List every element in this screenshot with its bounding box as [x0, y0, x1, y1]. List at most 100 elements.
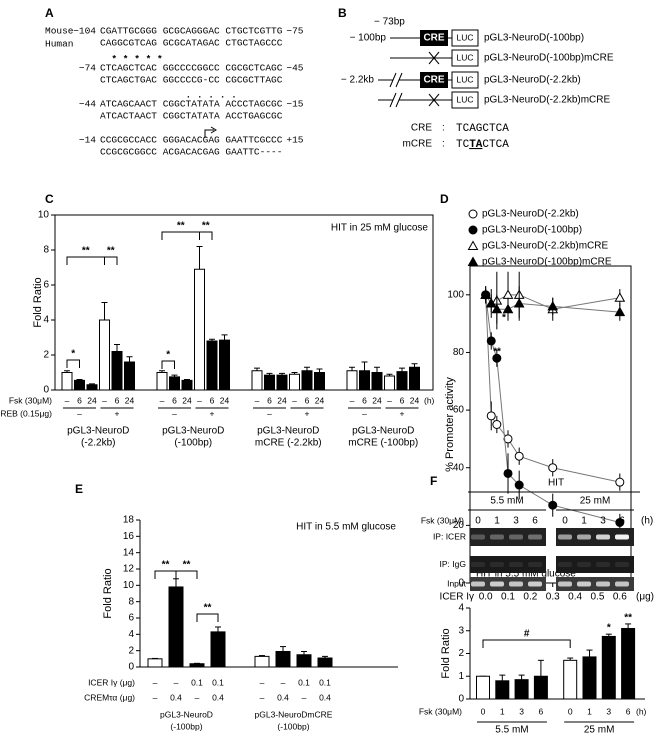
- significance-bracket: [104, 256, 118, 265]
- tss-arrowhead: [210, 126, 217, 134]
- data-point: [491, 303, 503, 314]
- luc-box: [451, 91, 479, 109]
- group-label: (-2.2kb): [81, 438, 115, 449]
- panel-label: B: [338, 6, 347, 20]
- significance-mark: *: [607, 623, 611, 634]
- row-label: Fsk (30μM): [419, 706, 462, 716]
- significance-bracket: [66, 256, 105, 265]
- bar: [189, 663, 205, 668]
- gel-title: HIT: [548, 478, 564, 489]
- condition-label: 5.5 mM: [490, 496, 523, 507]
- row-value: 24: [277, 395, 287, 405]
- bar: [264, 374, 275, 391]
- panel-label: E: [75, 482, 83, 496]
- bar: [514, 679, 529, 700]
- lane-label: 1: [494, 516, 500, 527]
- condition-label: 25 mM: [580, 496, 611, 507]
- bar: [276, 374, 288, 391]
- row-value: –: [302, 692, 307, 702]
- panel-label: A: [45, 6, 54, 20]
- x-tick-label: 0.0: [479, 592, 493, 603]
- significance-mark: *: [71, 349, 75, 360]
- gel-band: [490, 562, 504, 567]
- data-point: [513, 297, 525, 308]
- human-sequence: CCGCGCGGCC ACGACACGAG GAATTC----: [100, 147, 282, 158]
- conserved-marks: . . . . .: [186, 90, 237, 101]
- conserved-marks: * * * * *: [111, 54, 162, 65]
- mutation-x: [428, 51, 440, 65]
- gel-band: [509, 581, 523, 587]
- promoter-length: − 2.2kb: [341, 75, 375, 86]
- gel-band: [471, 562, 485, 567]
- mouse-sequence: CTCAGCTCAC GGCCCCGGCC CGCGCTCAGC: [100, 63, 283, 74]
- significance-mark: **: [183, 560, 191, 571]
- legend-marker: [467, 256, 479, 266]
- y-tick-label: 0: [128, 662, 134, 673]
- group-label: pGL3-NeuroD: [162, 426, 224, 437]
- data-point: [615, 477, 625, 487]
- legend-label: pGL3-NeuroD(-2.2kb)mCRE: [482, 241, 608, 252]
- y-axis-label: Fold Ratio: [440, 628, 452, 678]
- cre-label: CRE: [423, 33, 444, 44]
- legend-label: pGL3-NeuroD(-2.2kb): [482, 209, 579, 220]
- significance-bracket: [161, 360, 175, 369]
- significance-mark: *: [502, 313, 506, 324]
- gel-band: [558, 581, 572, 587]
- row-value: 0.4: [319, 692, 331, 702]
- row-value: 6: [267, 395, 272, 405]
- data-point: [615, 517, 625, 527]
- bar: [396, 371, 408, 391]
- panel-label: D: [440, 192, 449, 206]
- data-point: [486, 336, 496, 346]
- position-end: −15: [286, 99, 303, 110]
- panel-label: F: [430, 474, 437, 488]
- luc-label: LUC: [456, 52, 473, 62]
- data-point: [485, 297, 497, 308]
- row-value: 24: [315, 395, 325, 405]
- sequence-part: TA: [469, 139, 483, 151]
- gel-band: [596, 534, 610, 540]
- y-axis-label: Fold Ratio: [102, 568, 114, 618]
- data-point: [614, 292, 626, 302]
- gel-band: [615, 562, 629, 567]
- row-value: 6: [362, 395, 367, 405]
- y-tick-label: 16: [123, 531, 135, 542]
- plot-frame: [54, 214, 434, 391]
- row-value: –: [255, 395, 260, 405]
- break-slash: [395, 92, 403, 108]
- bar: [254, 655, 270, 668]
- legend-marker: [467, 240, 479, 250]
- bar: [74, 379, 85, 391]
- gel-row-label: Input: [447, 578, 467, 588]
- bar: [169, 376, 180, 391]
- group-label: mCRE (-2.2kb): [255, 438, 322, 449]
- row-value: 6: [77, 395, 82, 405]
- y-tick-label: 1: [458, 671, 464, 682]
- bar: [582, 656, 597, 700]
- gel-band: [471, 581, 485, 587]
- bar: [251, 370, 263, 391]
- row-value: –: [387, 395, 392, 405]
- row-value: –: [292, 395, 297, 405]
- annotation: HIT in 5.5 mM glucose: [296, 522, 396, 533]
- species-label: Human: [45, 39, 74, 50]
- gel-band: [596, 562, 610, 567]
- lane-axis-label: Fsk (30μM): [421, 515, 464, 525]
- gel-strip: [470, 577, 546, 591]
- row-value: –: [174, 677, 179, 687]
- bar: [301, 370, 313, 391]
- data-point: [614, 306, 626, 317]
- bar: [219, 339, 230, 391]
- y-tick-label: 4: [128, 629, 134, 640]
- row-value: –: [260, 677, 265, 687]
- x-tick-label: 0.2: [523, 592, 537, 603]
- bar: [124, 361, 135, 391]
- group-label: pGL3-NeuroD: [352, 426, 414, 437]
- x-tick-label: 0.6: [613, 592, 627, 603]
- position-end: −75: [286, 26, 303, 37]
- mouse-sequence: CCGCGCCACC GGGACACGAG GAATTCGCCC: [100, 135, 283, 146]
- gel-strip: [556, 528, 634, 546]
- significance-bracket: [161, 231, 200, 240]
- construct-name: pGL3-NeuroD(-2.2kb): [484, 75, 581, 86]
- y-tick-label: 2: [43, 350, 49, 361]
